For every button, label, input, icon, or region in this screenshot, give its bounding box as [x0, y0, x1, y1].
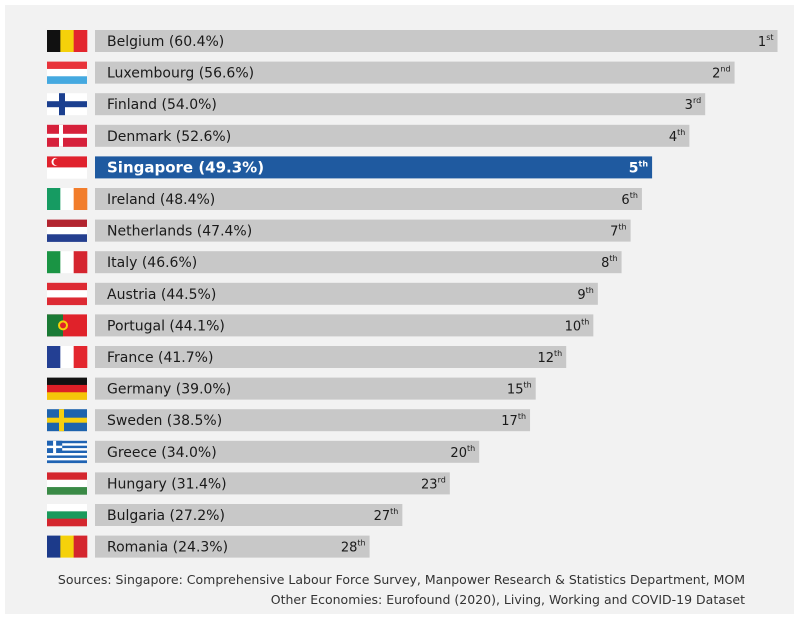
singapore-flag-icon	[47, 156, 87, 179]
netherlands-flag-icon	[47, 219, 87, 242]
bar-singapore	[95, 156, 653, 179]
italy-flag-icon	[47, 251, 88, 274]
greece-flag-icon	[47, 440, 87, 464]
bulgaria-flag-icon	[47, 504, 87, 527]
luxembourg-flag-icon	[47, 61, 87, 84]
romania-flag-icon	[47, 535, 88, 558]
rank-romania: 28th	[341, 539, 366, 556]
rank-austria: 9th	[577, 286, 594, 303]
rank-sweden: 17th	[501, 412, 526, 429]
bar-label-luxembourg: Luxembourg (56.6%)	[107, 66, 254, 82]
sources-line-2: Other Economies: Eurofound (2020), Livin…	[270, 592, 745, 607]
bar-portugal	[95, 314, 594, 337]
bar-label-greece: Greece (34.0%)	[107, 445, 217, 461]
sources-line-1: Sources: Singapore: Comprehensive Labour…	[57, 572, 745, 587]
rank-belgium: 1st	[758, 33, 774, 50]
bar-label-denmark: Denmark (52.6%)	[107, 129, 231, 145]
rank-luxembourg: 2nd	[712, 65, 730, 82]
bar-label-sweden: Sweden (38.5%)	[107, 413, 222, 429]
bars-layer	[95, 30, 778, 558]
rank-france: 12th	[537, 349, 562, 366]
denmark-flag-icon	[47, 124, 87, 147]
bar-sweden	[95, 409, 531, 432]
finland-flag-icon	[47, 93, 87, 116]
rank-portugal: 10th	[565, 317, 590, 334]
bar-denmark	[95, 124, 690, 147]
bar-netherlands	[95, 219, 631, 242]
bar-label-france: France (41.7%)	[107, 350, 213, 366]
bar-hungary	[95, 472, 450, 495]
rank-hungary: 23rd	[421, 475, 446, 492]
austria-flag-icon	[47, 282, 87, 306]
bar-label-belgium: Belgium (60.4%)	[107, 34, 224, 50]
bar-label-hungary: Hungary (31.4%)	[107, 476, 227, 492]
bar-luxembourg	[95, 61, 735, 84]
rank-greece: 20th	[450, 444, 475, 461]
rank-bulgaria: 27th	[374, 507, 399, 524]
france-flag-icon	[47, 346, 88, 368]
belgium-flag-icon	[47, 30, 88, 52]
bar-austria	[95, 282, 598, 305]
rank-denmark: 4th	[669, 128, 686, 145]
sources-note: Sources: Singapore: Comprehensive Labour…	[58, 570, 745, 610]
flags-layer	[47, 30, 88, 558]
rank-italy: 8th	[601, 254, 618, 271]
labels-layer: Belgium (60.4%) Luxembourg (56.6%) Finland…	[107, 34, 264, 556]
rank-netherlands: 7th	[610, 223, 627, 240]
bar-label-ireland: Ireland (48.4%)	[107, 192, 215, 208]
sweden-flag-icon	[47, 409, 87, 432]
bar-greece	[95, 440, 480, 463]
ireland-flag-icon	[47, 188, 88, 210]
bar-label-austria: Austria (44.5%)	[107, 287, 216, 303]
bar-france	[95, 346, 567, 368]
bar-label-netherlands: Netherlands (47.4%)	[107, 224, 252, 240]
rank-germany: 15th	[507, 381, 532, 398]
hungary-flag-icon	[47, 472, 87, 495]
bar-bulgaria	[95, 504, 403, 526]
rank-ireland: 6th	[621, 191, 638, 208]
portugal-flag-icon	[47, 314, 87, 337]
bar-germany	[95, 377, 536, 400]
bar-label-singapore: Singapore (49.3%)	[107, 158, 264, 176]
bar-italy	[95, 251, 622, 274]
bar-romania	[95, 535, 370, 558]
bar-ireland	[95, 188, 642, 210]
bar-label-romania: Romania (24.3%)	[107, 540, 228, 556]
bar-belgium	[95, 30, 778, 52]
rank-singapore: 5th	[629, 159, 649, 176]
rank-finland: 3rd	[685, 96, 702, 113]
bar-label-finland: Finland (54.0%)	[107, 97, 217, 113]
bar-label-germany: Germany (39.0%)	[107, 382, 231, 398]
bar-label-portugal: Portugal (44.1%)	[107, 318, 225, 334]
bar-finland	[95, 93, 706, 116]
bar-label-italy: Italy (46.6%)	[107, 255, 197, 271]
germany-flag-icon	[47, 377, 87, 400]
bar-label-bulgaria: Bulgaria (27.2%)	[107, 508, 225, 524]
